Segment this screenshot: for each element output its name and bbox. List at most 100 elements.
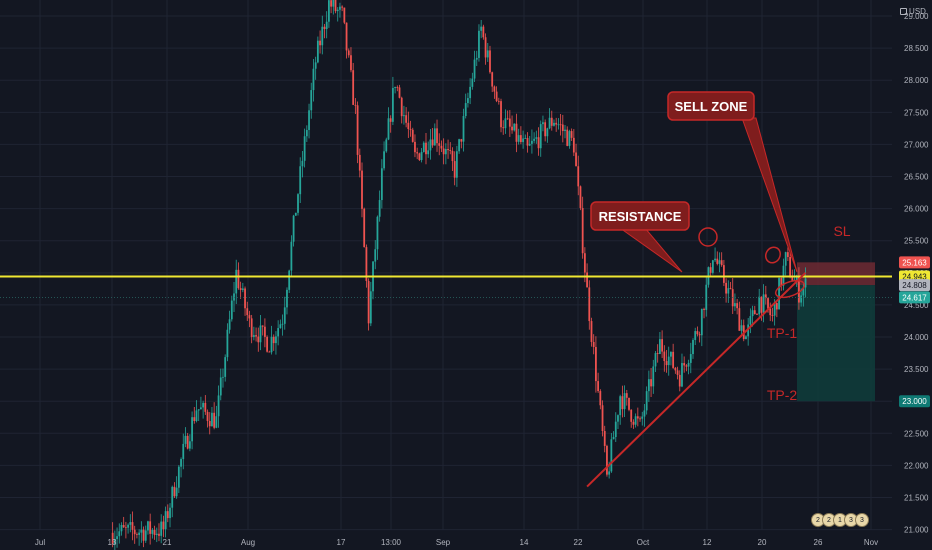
candle-body [367,280,370,324]
currency-button[interactable]: USD [900,4,926,18]
candle-body [561,124,564,132]
candle-body [564,129,566,132]
candle-body [363,208,366,248]
candle-body [211,412,213,427]
candle-body [579,186,582,209]
candle-body [235,269,238,294]
candle-body [575,152,577,167]
candle-body [786,252,789,257]
candle-body [365,247,368,281]
sell-zone-callout-label: SELL ZONE [675,99,748,114]
candle-body [650,379,652,387]
candle-body [138,532,141,535]
annotations: RESISTANCE SELL ZONE SL TP-1 TP-2 [590,91,851,403]
event-marker[interactable]: 3 [855,513,869,527]
candle-body [775,303,778,310]
candle-body [191,417,193,442]
candle-body [376,216,379,250]
candle-body [224,357,227,377]
tp1-label: TP-1 [767,325,798,341]
candle-body [621,396,624,410]
candle-body [124,527,127,529]
candle-body [681,363,683,387]
candle-body [548,117,551,129]
candle-body [290,241,293,271]
candle-body [608,471,611,475]
candle-body [654,353,657,367]
candle-body [308,110,310,131]
candle-body [217,395,220,417]
candle-body [127,524,129,528]
y-tick-label: 28.000 [904,76,929,85]
candle-body [729,288,732,290]
price-label-text: 24.617 [902,293,927,302]
candle-body [411,129,414,142]
price-label-last [899,291,930,304]
candle-body [266,336,269,352]
candle-body [670,351,672,357]
lock-icon [900,7,908,15]
candle-body [714,258,716,261]
candle-body [804,278,807,288]
candle-body [407,122,410,130]
candle-body [268,351,271,353]
candle-body [169,507,171,519]
y-tick-label: 24.000 [904,333,929,342]
candle-body [239,288,242,290]
candle-body [257,336,260,343]
candle-body [480,26,483,31]
time-axis[interactable]: Jul 13 21 Aug 17 13:00 Sep 14 22 Oct 12 20 26 Nov [35,538,878,547]
candle-body [639,418,641,420]
candle-body [442,148,445,155]
y-tick-label: 26.000 [904,205,929,214]
candle-body [160,521,163,536]
candle-body [356,105,359,155]
candle-body [369,291,372,324]
candle-body [294,212,297,216]
candle-body [747,324,750,337]
candle-body [473,59,476,79]
candle-body [226,329,229,358]
candle-body [197,409,200,411]
candle-body [515,123,518,142]
candle-body [215,416,218,428]
grid [0,0,892,531]
candle-body [358,154,361,171]
x-tick-label: 14 [520,538,529,547]
stop-loss-zone [797,262,875,286]
support-trendline[interactable] [586,272,807,488]
event-marker[interactable]: 3 [844,513,858,527]
candle-body [749,316,752,325]
candle-body [414,141,416,153]
candle-body [228,319,231,330]
candle-body [550,117,553,126]
candle-body [674,367,677,371]
candle-body [175,487,178,497]
candle-body [162,521,165,530]
candle-body [171,486,174,508]
candle-body [610,439,613,472]
x-tick-label: 20 [758,538,767,547]
candle-body [118,531,121,537]
candle-body [246,308,249,316]
candle-body [332,0,335,7]
peak-circle [764,246,782,264]
candle-body [535,137,538,139]
drawn-lines [0,272,892,488]
candle-body [522,138,524,143]
candle-body [233,293,235,301]
candle-body [614,421,617,437]
candle-body [612,436,615,440]
x-tick-label: 22 [574,538,583,547]
x-tick-label: Sep [436,538,451,547]
candle-body [288,270,291,290]
candle-body [497,100,500,102]
event-marker[interactable]: 2 [811,513,825,527]
candle-body [120,525,123,532]
candle-body [625,393,628,398]
price-label-text: 24.943 [902,272,927,281]
candle-body [418,153,421,161]
candle-body [292,215,295,242]
